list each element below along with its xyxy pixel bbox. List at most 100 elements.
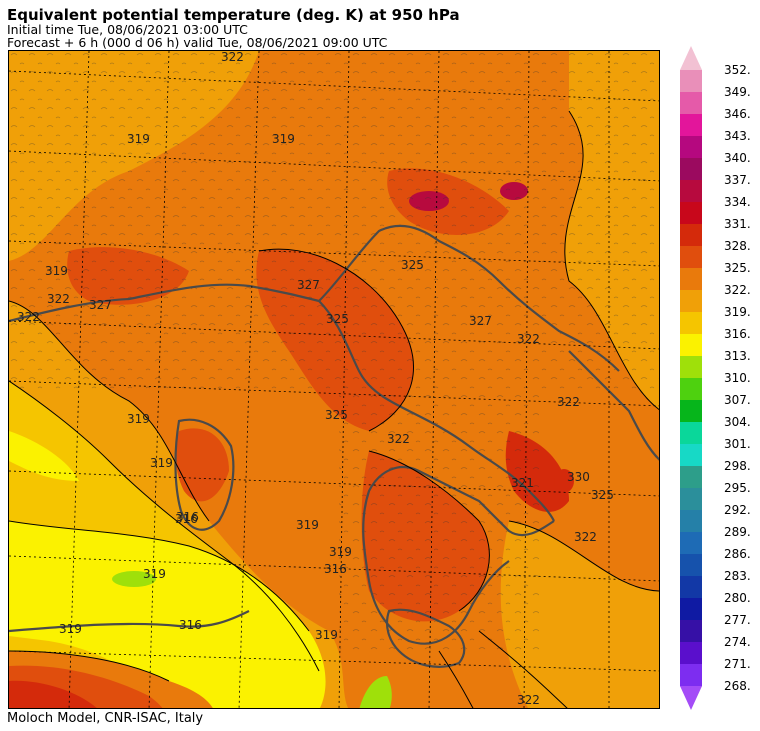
contour-label: 319 [127,412,150,426]
colorbar-tick-label: 328. [724,239,751,253]
contour-label: 325 [325,408,348,422]
colorbar-swatch [680,268,702,291]
colorbar-tick-label: 271. [724,657,751,671]
contour-label: 322 [557,395,580,409]
colorbar-swatch [680,466,702,489]
theta-e-field: 322 319 319 319 319 327 322 316 325 322 325 325 327 3… [9,51,659,708]
colorbar-swatch [680,224,702,247]
colorbar-tick-label: 334. [724,195,751,209]
contour-label: 319 [150,456,173,470]
colorbar-swatch [680,532,702,555]
contour-label: 327 [89,298,112,312]
colorbar-tick-label: 319. [724,305,751,319]
terrain-texture-south [339,391,539,651]
colorbar-tick-label: 325. [724,261,751,275]
colorbar-tick-label: 301. [724,437,751,451]
colorbar-swatch [680,488,702,511]
colorbar-labels: 352. 349. 346. 343. 340. 337. 334. 331. 328. 325.… [724,63,751,693]
terrain-texture [9,51,659,391]
colorbar-swatch [680,620,702,643]
colorbar-tick-label: 286. [724,547,751,561]
graticule [9,51,659,708]
contour-label: 322 [517,693,540,707]
colorbar-swatch [680,400,702,423]
colorbar-tick-label: 310. [724,371,751,385]
colorbar-tick-label: 298. [724,459,751,473]
field-319-southeast [500,521,659,708]
colorbar-swatch [680,664,702,687]
contour-label: 322 [387,432,410,446]
initial-time-text: Initial time Tue, 08/06/2021 03:00 UTC [7,22,248,37]
contour-label: 319 [143,567,166,581]
colorbar-swatch [680,598,702,621]
colorbar-swatch [680,510,702,533]
colorbar-tick-label: 307. [724,393,751,407]
colorbar-swatch [680,70,702,93]
contour-label: 319 [315,628,338,642]
colorbar-tick-label: 343. [724,129,751,143]
map-panel: 322 319 319 319 319 327 322 316 325 322 325 325 327 3… [8,50,660,709]
field-313-a [9,431,79,481]
colorbar-swatch [680,136,702,159]
contour-label: 322 [47,292,70,306]
colorbar-tick-label: 316. [724,327,751,341]
colorbar-tick-label: 277. [724,613,751,627]
colorbar-tick-label: 283. [724,569,751,583]
colorbar-swatch [680,334,702,357]
field-325-sardinia [175,428,229,502]
contour-label: 316 [179,618,202,632]
colorbar-swatch [680,180,702,203]
contour-label: 319 [59,622,82,636]
colorbar-tick-label: 313. [724,349,751,363]
colorbar-swatch [680,642,702,665]
contour-label: 325 [326,312,349,326]
colorbar-swatch [680,576,702,599]
chart-title: Equivalent potential temperature (deg. K… [7,6,460,24]
contour-label: 322 [17,310,40,324]
colorbar-swatch [680,444,702,467]
contour-label: 319 [45,264,68,278]
field-310-a [112,571,156,587]
colorbar-tick-label: 337. [724,173,751,187]
colorbar-swatch [680,158,702,181]
contour-label: 319 [127,132,150,146]
field-328-south [9,680,97,708]
colorbar-tick-label: 340. [724,151,751,165]
contour-label-group: 322 319 319 319 319 327 322 316 325 322 325 325 327 3… [17,51,614,707]
colorbar-swatch [680,312,702,335]
colorbar-bottom-arrow [680,686,702,710]
colorbar-swatch [680,422,702,445]
field-310-b [359,676,392,708]
hotspot-c [554,469,574,493]
model-credit: Moloch Model, CNR-ISAC, Italy [7,711,204,726]
colorbar-tick-label: 349. [724,85,751,99]
colorbar-tick-label: 352. [724,63,751,77]
colorbar-swatches [680,46,702,710]
contour-label: 316 [175,512,198,526]
colorbar-tick-label: 268. [724,679,751,693]
contour-label: 327 [469,314,492,328]
colorbar-tick-label: 274. [724,635,751,649]
field-313-b [9,521,326,708]
colorbar-swatch [680,554,702,577]
colorbar: 352. 349. 346. 343. 340. 337. 334. 331. 328. 325.… [680,46,751,710]
colorbar-tick-label: 289. [724,525,751,539]
colorbar-swatch [680,114,702,137]
contour-label: 322 [574,530,597,544]
contour-label: 325 [591,488,614,502]
contour-label: 319 [272,132,295,146]
colorbar-swatch [680,378,702,401]
colorbar-swatch [680,246,702,269]
contour-label: 327 [297,278,320,292]
colorbar-top-arrow [680,46,702,70]
contour-label: 316 [324,562,347,576]
contour-label: 325 [401,258,424,272]
colorbar-tick-label: 295. [724,481,751,495]
colorbar-swatch [680,290,702,313]
colorbar-swatch [680,92,702,115]
contour-label: 316 [176,510,199,524]
colorbar-swatch [680,356,702,379]
colorbar-tick-label: 322. [724,283,751,297]
forecast-valid-text: Forecast + 6 h (000 d 06 h) valid Tue, 0… [7,35,388,50]
colorbar-tick-label: 304. [724,415,751,429]
